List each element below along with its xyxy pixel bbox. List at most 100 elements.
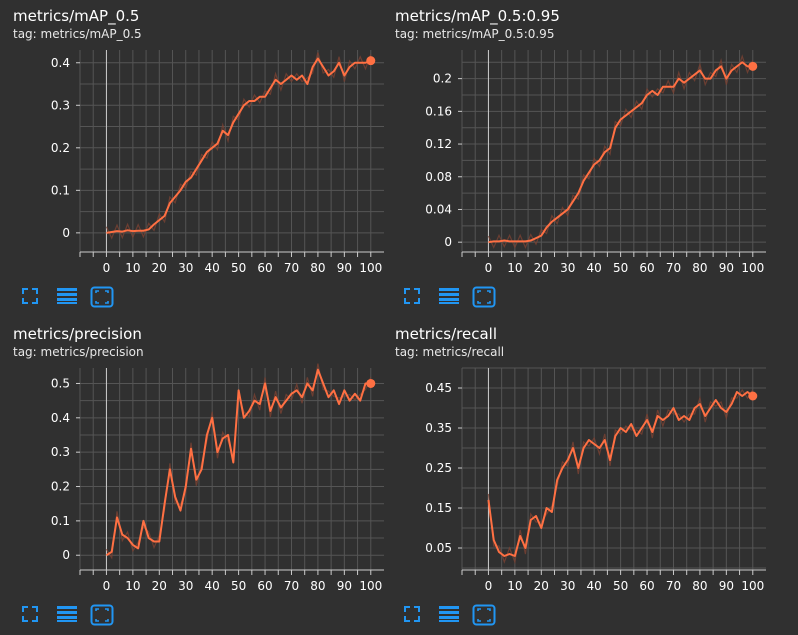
x-tick-label: 50 [231, 261, 246, 275]
fit-domain-icon[interactable] [20, 604, 44, 626]
x-tick-label: 50 [231, 579, 246, 593]
data-table-icon[interactable] [56, 286, 80, 308]
x-tick-label: 40 [205, 579, 220, 593]
chart-plot[interactable]: 0 10 20 30 40 50 60 70 80 90 100 0.05 0.15 0.25 0.35 0.… [382, 318, 780, 598]
x-tick-label: 80 [310, 579, 325, 593]
x-tick-label: 20 [534, 261, 549, 275]
x-tick-label: 60 [257, 579, 272, 593]
y-tick-label: 0.15 [425, 501, 452, 515]
fit-domain-icon[interactable] [402, 604, 426, 626]
fit-domain-icon[interactable] [20, 286, 44, 308]
x-tick-label: 60 [639, 579, 654, 593]
chart-card-recall: metrics/recall tag: metrics/recall 0 10 20… [382, 318, 780, 635]
x-tick-label: 30 [178, 261, 193, 275]
x-tick-label: 90 [719, 579, 734, 593]
chart-plot[interactable]: 0 10 20 30 40 50 60 70 80 90 100 0 0.04 0.08 0.12 0.16 0… [382, 0, 780, 280]
x-tick-label: 30 [560, 579, 575, 593]
x-tick-label: 70 [666, 261, 681, 275]
x-tick-label: 100 [741, 579, 764, 593]
series-end-point [366, 378, 376, 388]
data-table-icon[interactable] [56, 604, 80, 626]
x-tick-label: 60 [257, 261, 272, 275]
x-tick-label: 70 [284, 579, 299, 593]
x-tick-label: 70 [666, 579, 681, 593]
chart-card-map0595: metrics/mAP_0.5:0.95 tag: metrics/mAP_0.… [382, 0, 780, 317]
series-line [105, 368, 371, 557]
x-tick-label: 100 [741, 261, 764, 275]
y-tick-label: 0.3 [51, 445, 70, 459]
series-raw-line [105, 52, 372, 240]
x-tick-label: 90 [337, 579, 352, 593]
x-tick-label: 20 [152, 579, 167, 593]
expand-chart-icon[interactable] [90, 286, 114, 308]
series-end-point [748, 61, 758, 71]
x-tick-label: 70 [284, 261, 299, 275]
chart-title: metrics/precision [13, 325, 142, 343]
series-line [487, 391, 754, 557]
x-tick-label: 80 [310, 261, 325, 275]
x-tick-label: 80 [692, 579, 707, 593]
expand-chart-icon[interactable] [472, 604, 496, 626]
expand-chart-icon[interactable] [90, 604, 114, 626]
x-tick-label: 10 [125, 579, 140, 593]
x-tick-label: 40 [205, 261, 220, 275]
x-tick-label: 10 [507, 579, 522, 593]
chart-title: metrics/mAP_0.5:0.95 [395, 7, 560, 25]
chart-tag: tag: metrics/recall [395, 345, 505, 359]
x-tick-label: 50 [613, 579, 628, 593]
chart-tag: tag: metrics/mAP_0.5 [13, 27, 142, 41]
x-tick-label: 40 [587, 261, 602, 275]
y-tick-label: 0.12 [425, 137, 452, 151]
y-tick-label: 0.3 [51, 98, 70, 112]
x-tick-label: 90 [337, 261, 352, 275]
x-tick-label: 0 [103, 579, 111, 593]
y-tick-label: 0.5 [51, 376, 70, 390]
y-tick-label: 0.08 [425, 170, 452, 184]
series-raw-line [487, 388, 754, 565]
y-tick-label: 0.2 [51, 141, 70, 155]
expand-chart-icon[interactable] [472, 286, 496, 308]
x-tick-label: 10 [507, 261, 522, 275]
x-tick-label: 80 [692, 261, 707, 275]
series-raw-line [487, 54, 754, 249]
x-tick-label: 30 [560, 261, 575, 275]
y-tick-label: 0.25 [425, 461, 452, 475]
x-tick-label: 50 [613, 261, 628, 275]
chart-card-precision: metrics/precision tag: metrics/precision… [0, 318, 398, 635]
y-tick-label: 0.16 [425, 104, 452, 118]
y-tick-label: 0 [62, 548, 70, 562]
y-tick-label: 0.4 [51, 411, 70, 425]
x-tick-label: 90 [719, 261, 734, 275]
chart-tag: tag: metrics/mAP_0.5:0.95 [395, 27, 555, 41]
chart-plot[interactable]: 0 10 20 30 40 50 60 70 80 90 100 0 0.1 0.2 0.3 0.4 0.5 [0, 318, 398, 598]
x-tick-label: 20 [534, 579, 549, 593]
x-tick-label: 0 [485, 261, 493, 275]
data-table-icon[interactable] [438, 286, 462, 308]
y-tick-label: 0.2 [51, 480, 70, 494]
x-tick-label: 30 [178, 579, 193, 593]
series-line [106, 57, 372, 234]
chart-title: metrics/mAP_0.5 [13, 7, 140, 25]
chart-tag: tag: metrics/precision [13, 345, 144, 359]
y-tick-label: 0.05 [425, 541, 452, 555]
chart-card-map05: metrics/mAP_0.5 tag: metrics/mAP_0.5 0 10… [0, 0, 398, 317]
y-tick-label: 0 [444, 235, 452, 249]
series-end-point [366, 56, 376, 66]
x-tick-label: 100 [359, 261, 382, 275]
chart-plot[interactable]: 0 10 20 30 40 50 60 70 80 90 100 0 0.1 0.2 0.3 0.4 [0, 0, 398, 280]
x-tick-label: 100 [359, 579, 382, 593]
y-tick-label: 0.1 [51, 183, 70, 197]
fit-domain-icon[interactable] [402, 286, 426, 308]
y-tick-label: 0.35 [425, 421, 452, 435]
x-tick-label: 10 [125, 261, 140, 275]
series-end-point [748, 391, 758, 401]
chart-title: metrics/recall [395, 325, 498, 343]
x-tick-label: 60 [639, 261, 654, 275]
x-tick-label: 40 [587, 579, 602, 593]
y-tick-label: 0.4 [51, 56, 70, 70]
y-tick-label: 0.45 [425, 381, 452, 395]
x-tick-label: 0 [103, 261, 111, 275]
data-table-icon[interactable] [438, 604, 462, 626]
series-line [488, 61, 753, 244]
y-tick-label: 0.1 [51, 514, 70, 528]
